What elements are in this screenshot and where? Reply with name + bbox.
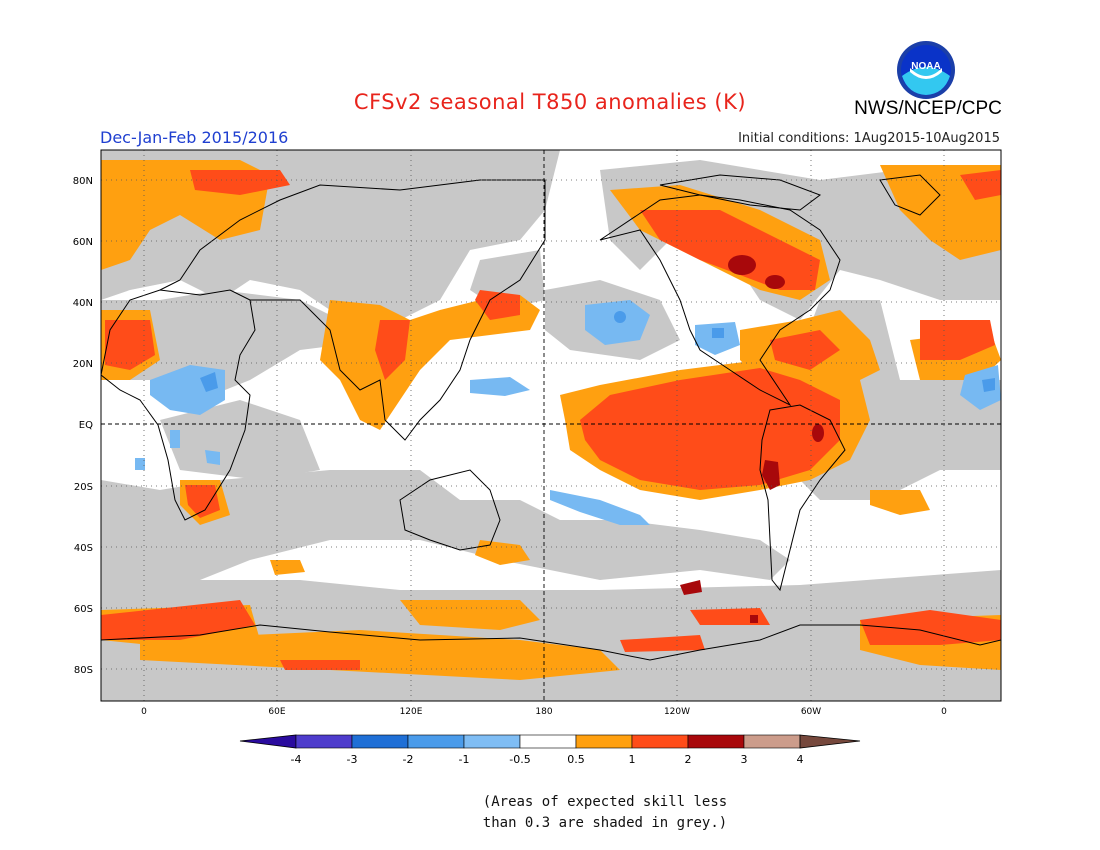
lon-label-120w: 120W xyxy=(664,707,690,717)
lon-label-60w: 60W xyxy=(801,707,821,717)
colorbar-bin xyxy=(351,734,409,749)
anomaly-darkred xyxy=(680,255,824,623)
colorbar-bin xyxy=(519,734,577,749)
anomaly-red xyxy=(101,170,1001,670)
antarctica-outline xyxy=(101,624,1001,661)
lat-label-20n: 20N xyxy=(73,359,93,370)
agency-label: NWS/NCEP/CPC xyxy=(854,98,1002,119)
colorbar-label: 0.5 xyxy=(567,753,585,766)
lat-label-40s: 40S xyxy=(74,543,93,554)
lat-label-60s: 60S xyxy=(74,604,93,615)
australia-outline xyxy=(399,469,501,551)
colorbar-bin xyxy=(575,734,633,749)
lon-label-0-west: 0 xyxy=(141,707,147,717)
north-america-outline xyxy=(599,194,841,407)
lon-label-0-east: 0 xyxy=(941,707,947,717)
colorbar-label: 2 xyxy=(685,753,692,766)
colorbar-label: -4 xyxy=(291,753,302,766)
anomaly-lightblue xyxy=(135,300,1001,525)
season-label: Dec-Jan-Feb 2015/2016 xyxy=(100,128,289,147)
south-america-outline xyxy=(759,404,846,592)
initial-conditions-label: Initial conditions: 1Aug2015-10Aug2015 xyxy=(738,131,1000,146)
lon-axis: 0 60E 120E 180 120W 60W 0 xyxy=(141,707,947,717)
greenland-outline xyxy=(879,174,941,216)
skill-footnote-line1: (Areas of expected skill less xyxy=(482,794,728,810)
skill-footnote: (Areas of expected skill less than 0.3 a… xyxy=(430,792,780,834)
colorbar-bin xyxy=(463,734,521,749)
colorbar-bin xyxy=(631,734,689,749)
colorbar-label: 4 xyxy=(797,753,804,766)
colorbar-bin xyxy=(407,734,465,749)
lat-label-eq: EQ xyxy=(79,420,93,431)
lat-label-80s: 80S xyxy=(74,665,93,676)
anomaly-blue xyxy=(200,311,995,392)
lat-label-20s: 20S xyxy=(74,482,93,493)
lat-label-80n: 80N xyxy=(73,176,93,187)
lat-label-40n: 40N xyxy=(73,298,93,309)
lon-label-120e: 120E xyxy=(400,707,423,717)
colorbar-arrow-left xyxy=(239,734,297,749)
map-frame xyxy=(100,149,1002,702)
arctic-islands-outline xyxy=(659,174,822,211)
lat-axis: 80N 60N 40N 20N EQ 20S 40S 60S 80S xyxy=(73,176,93,676)
africa-outline xyxy=(101,289,256,521)
colorbar: -4 -3 -2 -1 -0.5 0.5 1 2 3 4 xyxy=(239,734,861,766)
colorbar-arrow-right xyxy=(799,734,861,749)
colorbar-label: -3 xyxy=(347,753,358,766)
graticule xyxy=(101,150,1001,701)
skill-footnote-line2: than 0.3 are shaded in grey.) xyxy=(482,815,728,831)
map-field xyxy=(101,150,1001,701)
noaa-logo-text: NOAA xyxy=(911,61,940,72)
noaa-logo: NOAA xyxy=(897,41,955,99)
colorbar-label: 1 xyxy=(629,753,636,766)
colorbar-bin xyxy=(743,734,801,749)
lat-label-60n: 60N xyxy=(73,237,93,248)
colorbar-label: 3 xyxy=(741,753,748,766)
lon-label-60e: 60E xyxy=(268,707,285,717)
chart-title: CFSv2 seasonal T850 anomalies (K) xyxy=(353,90,747,114)
colorbar-bin xyxy=(687,734,745,749)
colorbar-label: -0.5 xyxy=(509,753,530,766)
colorbar-bin xyxy=(295,734,353,749)
eurasia-outline xyxy=(159,179,546,441)
colorbar-label: -2 xyxy=(403,753,414,766)
colorbar-label: -1 xyxy=(459,753,470,766)
coastlines xyxy=(101,174,1001,661)
lon-label-180: 180 xyxy=(535,707,552,717)
